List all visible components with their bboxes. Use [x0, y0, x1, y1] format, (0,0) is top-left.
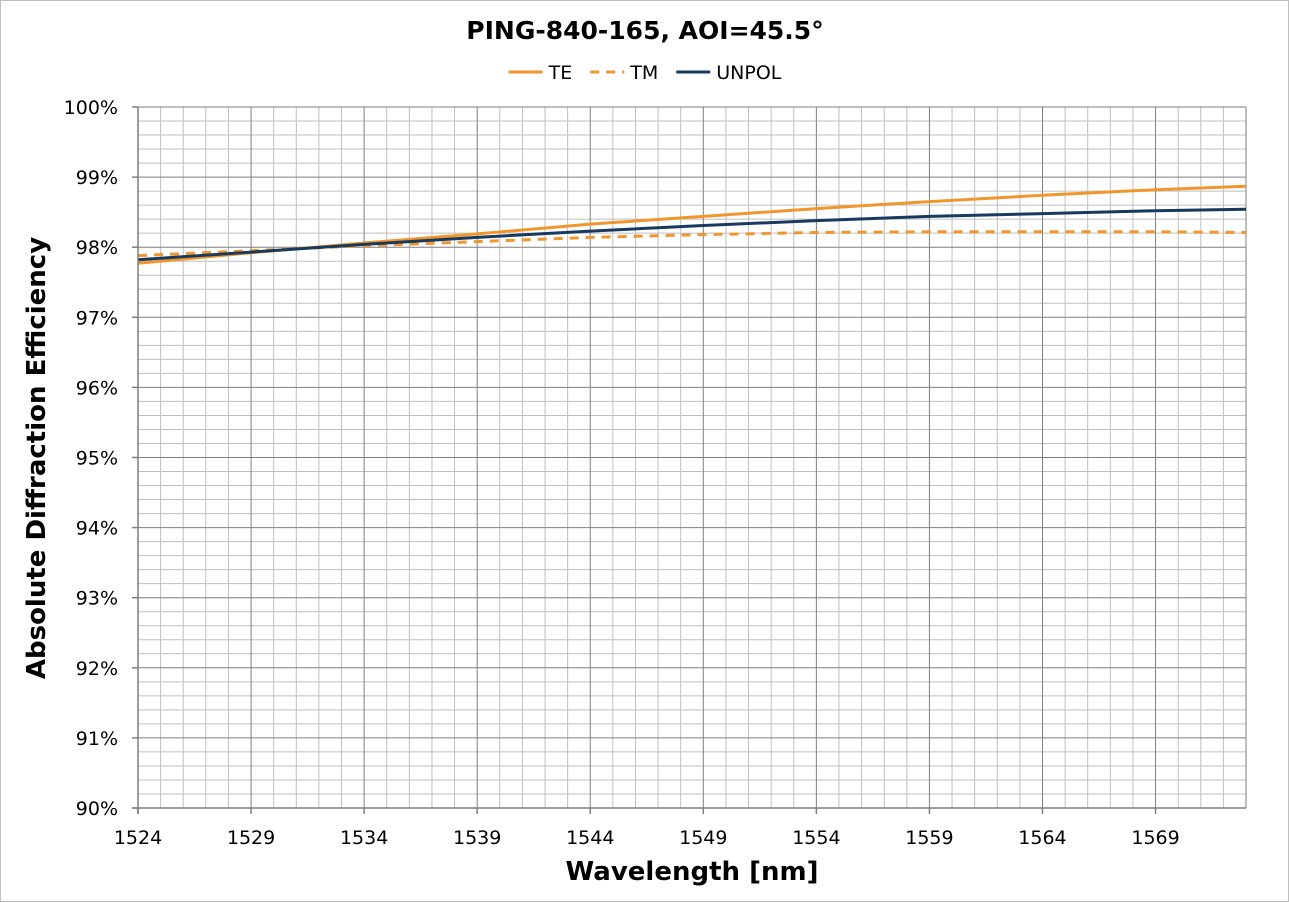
legend: TE TM UNPOL	[508, 62, 782, 84]
y-tick-label: 93%	[76, 588, 118, 610]
chart-title: PING-840-165, AOI=45.5°	[466, 16, 823, 45]
x-tick-label: 1564	[1018, 827, 1066, 849]
x-tick-label: 1554	[792, 827, 840, 849]
y-tick-label: 95%	[76, 448, 118, 470]
y-tick-label: 92%	[76, 658, 118, 680]
x-tick-label: 1569	[1131, 827, 1179, 849]
x-tick-label: 1529	[227, 827, 275, 849]
series-layer	[137, 184, 1247, 265]
y-tick-label: 91%	[76, 728, 118, 750]
x-tick-labels: 1524 1529 1534 1539 1544 1549 1554 1559 1564 1569	[114, 827, 1180, 849]
y-axis-title: Absolute Diffraction Efficiency	[22, 237, 52, 679]
x-tick-label: 1524	[114, 827, 162, 849]
y-tick-label: 90%	[76, 798, 118, 820]
x-tick-label: 1549	[679, 827, 727, 849]
x-tick-label: 1534	[340, 827, 388, 849]
axes	[132, 106, 1246, 814]
y-tick-label: 98%	[76, 237, 118, 259]
x-tick-label: 1559	[905, 827, 953, 849]
x-tick-label: 1544	[566, 827, 614, 849]
y-tick-label: 96%	[76, 377, 118, 399]
legend-label-tm: TM	[629, 62, 658, 84]
x-axis-title: Wavelength [nm]	[566, 857, 819, 887]
y-tick-label: 94%	[76, 518, 118, 540]
y-tick-label: 99%	[76, 167, 118, 189]
series-line-unpol	[137, 207, 1247, 262]
x-tick-label: 1539	[453, 827, 501, 849]
legend-label-unpol: UNPOL	[716, 62, 782, 84]
legend-label-te: TE	[548, 62, 573, 84]
series-line-tm	[137, 230, 1247, 258]
y-tick-label: 100%	[64, 97, 118, 119]
y-tick-label: 97%	[76, 307, 118, 329]
major-gridlines	[138, 106, 1247, 808]
y-tick-labels: 90% 91% 92% 93% 94% 95% 96% 97% 98% 99% 100%	[64, 97, 118, 820]
